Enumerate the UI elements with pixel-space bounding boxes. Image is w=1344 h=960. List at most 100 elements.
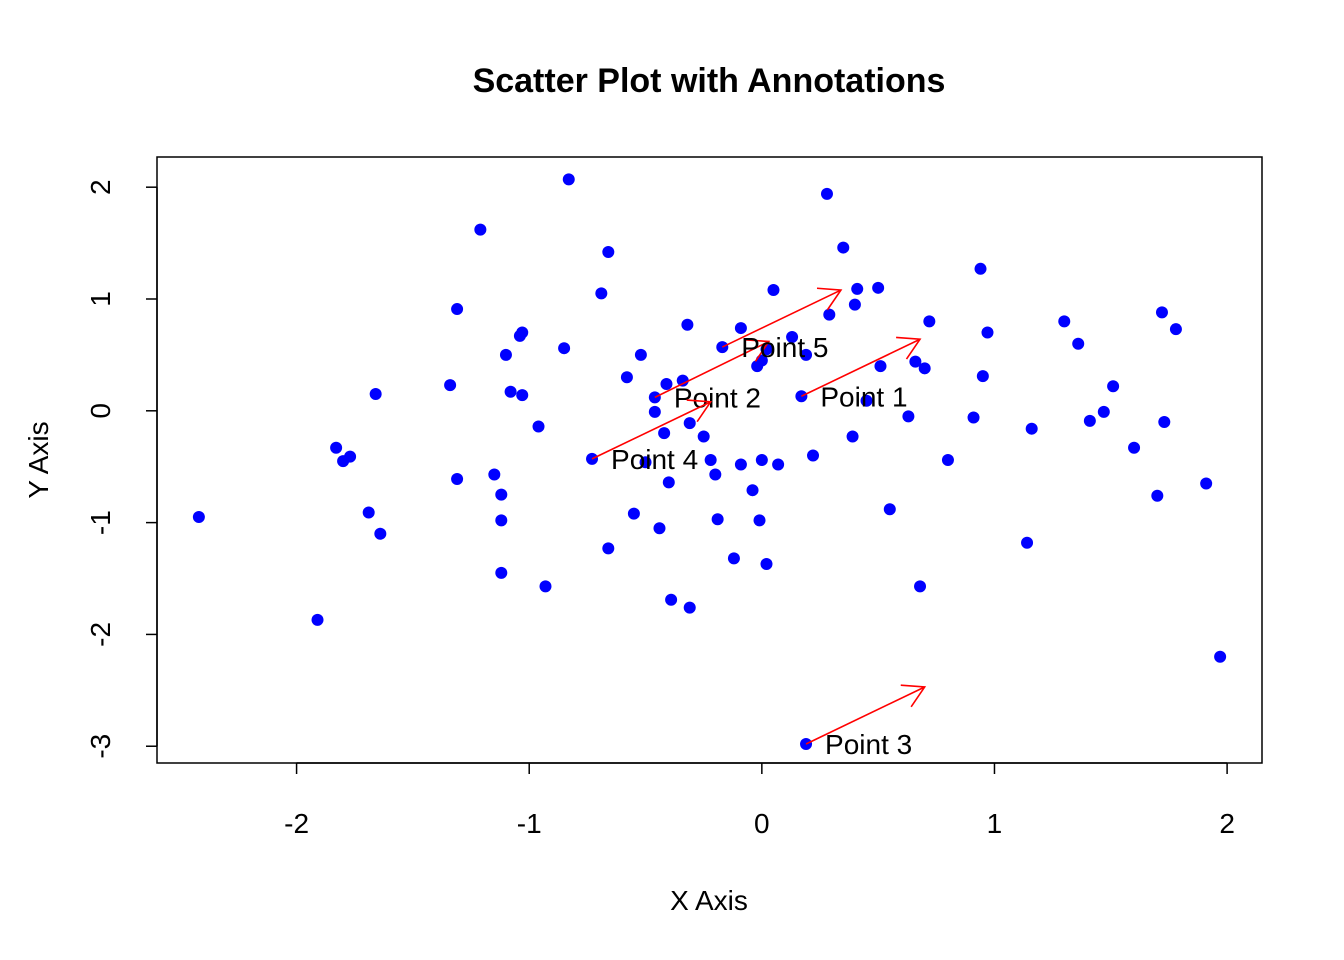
annotation-arrow bbox=[654, 340, 770, 399]
annotation-arrow bbox=[801, 338, 921, 397]
data-point bbox=[914, 580, 927, 593]
data-point bbox=[495, 566, 508, 579]
data-point bbox=[362, 506, 375, 519]
data-point bbox=[639, 456, 652, 469]
y-tick-label: 2 bbox=[85, 179, 116, 195]
annotation-arrowhead bbox=[900, 684, 927, 708]
data-point bbox=[727, 552, 740, 565]
data-point bbox=[451, 303, 464, 316]
data-point bbox=[516, 326, 529, 339]
data-point bbox=[1107, 380, 1120, 393]
data-point bbox=[846, 430, 859, 443]
x-tick-label: 0 bbox=[754, 808, 770, 839]
data-point bbox=[746, 484, 759, 497]
x-axis: -2 -1 0 1 2 bbox=[284, 762, 1235, 839]
data-point bbox=[658, 427, 671, 440]
data-point bbox=[516, 389, 529, 402]
data-point bbox=[627, 507, 640, 520]
y-axis: -3 -2 -1 0 1 2 bbox=[85, 179, 158, 759]
data-point bbox=[807, 449, 820, 462]
data-point bbox=[653, 522, 666, 535]
chart-title: Scatter Plot with Annotations bbox=[473, 62, 946, 100]
data-point bbox=[851, 282, 864, 295]
data-point bbox=[681, 318, 694, 331]
data-point bbox=[837, 241, 850, 254]
x-tick-label: 1 bbox=[987, 808, 1003, 839]
data-point bbox=[488, 468, 501, 481]
data-point bbox=[883, 503, 896, 516]
data-point bbox=[344, 450, 357, 463]
y-axis-label: Y Axis bbox=[23, 421, 54, 498]
data-point bbox=[558, 342, 571, 355]
data-point bbox=[823, 308, 836, 321]
annotation-label: Point 5 bbox=[741, 332, 828, 363]
data-point bbox=[711, 513, 724, 526]
annotation-label: Point 3 bbox=[825, 729, 912, 760]
data-point bbox=[1151, 489, 1164, 502]
data-point bbox=[709, 468, 722, 481]
data-point bbox=[504, 385, 517, 398]
y-tick-label: -3 bbox=[85, 734, 116, 759]
data-point bbox=[1025, 422, 1038, 435]
data-point bbox=[595, 287, 608, 300]
data-point bbox=[734, 458, 747, 471]
data-point bbox=[941, 454, 954, 466]
data-point bbox=[772, 458, 785, 471]
data-point bbox=[760, 557, 773, 570]
annotation-label: Point 2 bbox=[674, 382, 761, 413]
data-point bbox=[665, 593, 678, 606]
data-point bbox=[602, 246, 615, 259]
data-point bbox=[444, 379, 457, 392]
data-point bbox=[495, 514, 508, 527]
data-point bbox=[1021, 536, 1034, 549]
data-point bbox=[311, 613, 324, 626]
data-point bbox=[848, 298, 861, 311]
data-point bbox=[755, 454, 768, 466]
data-point bbox=[918, 362, 931, 375]
data-point bbox=[860, 394, 873, 407]
data-point bbox=[1083, 414, 1096, 427]
y-tick-label: 0 bbox=[85, 403, 116, 419]
data-point bbox=[620, 371, 633, 384]
annotation-arrow bbox=[591, 401, 712, 460]
data-point bbox=[923, 315, 936, 328]
annotation-arrow bbox=[721, 289, 842, 348]
data-point bbox=[539, 580, 552, 593]
data-point bbox=[967, 411, 980, 424]
data-point bbox=[981, 326, 994, 339]
x-tick-label: -1 bbox=[517, 808, 542, 839]
x-tick-label: 2 bbox=[1219, 808, 1235, 839]
x-tick-label: -2 bbox=[284, 808, 309, 839]
data-point bbox=[676, 374, 689, 387]
y-tick-label: -1 bbox=[85, 510, 116, 535]
data-point bbox=[374, 527, 387, 540]
data-point bbox=[1214, 650, 1227, 663]
annotation-arrowhead bbox=[686, 399, 713, 423]
data-point bbox=[474, 223, 487, 236]
y-tick-label: 1 bbox=[85, 291, 116, 307]
data-point bbox=[562, 173, 575, 186]
data-point bbox=[872, 281, 885, 294]
data-point bbox=[495, 488, 508, 501]
data-point bbox=[753, 514, 766, 527]
data-point bbox=[192, 511, 205, 524]
data-point bbox=[602, 542, 615, 555]
data-point bbox=[874, 360, 887, 373]
data-point bbox=[499, 348, 512, 361]
data-point bbox=[1058, 315, 1071, 328]
data-point bbox=[648, 405, 661, 418]
annotation-arrowhead bbox=[816, 287, 843, 311]
y-tick-label: -2 bbox=[85, 622, 116, 647]
annotation-arrow bbox=[805, 686, 926, 745]
x-axis-label: X Axis bbox=[670, 885, 748, 916]
data-point bbox=[660, 377, 673, 390]
data-point bbox=[1158, 415, 1171, 428]
annotation-arrowhead bbox=[896, 336, 922, 360]
data-point bbox=[1097, 405, 1110, 418]
annotation-arrowhead bbox=[744, 339, 771, 362]
data-point bbox=[369, 388, 382, 401]
annotations: Point 1 Point 2 Point 3 Point 4 Point 5 bbox=[591, 287, 927, 760]
data-point bbox=[976, 370, 989, 383]
data-point bbox=[330, 441, 343, 454]
